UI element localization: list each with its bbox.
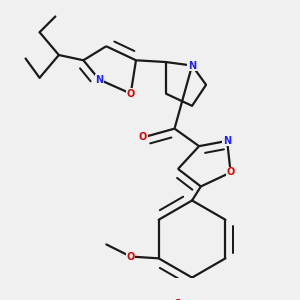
Text: N: N bbox=[223, 136, 231, 146]
Text: O: O bbox=[226, 167, 235, 177]
Text: O: O bbox=[127, 252, 135, 262]
Text: O: O bbox=[139, 132, 147, 142]
Text: O: O bbox=[127, 88, 135, 99]
Text: N: N bbox=[95, 75, 103, 85]
Text: N: N bbox=[188, 61, 196, 70]
Text: O: O bbox=[174, 299, 182, 300]
